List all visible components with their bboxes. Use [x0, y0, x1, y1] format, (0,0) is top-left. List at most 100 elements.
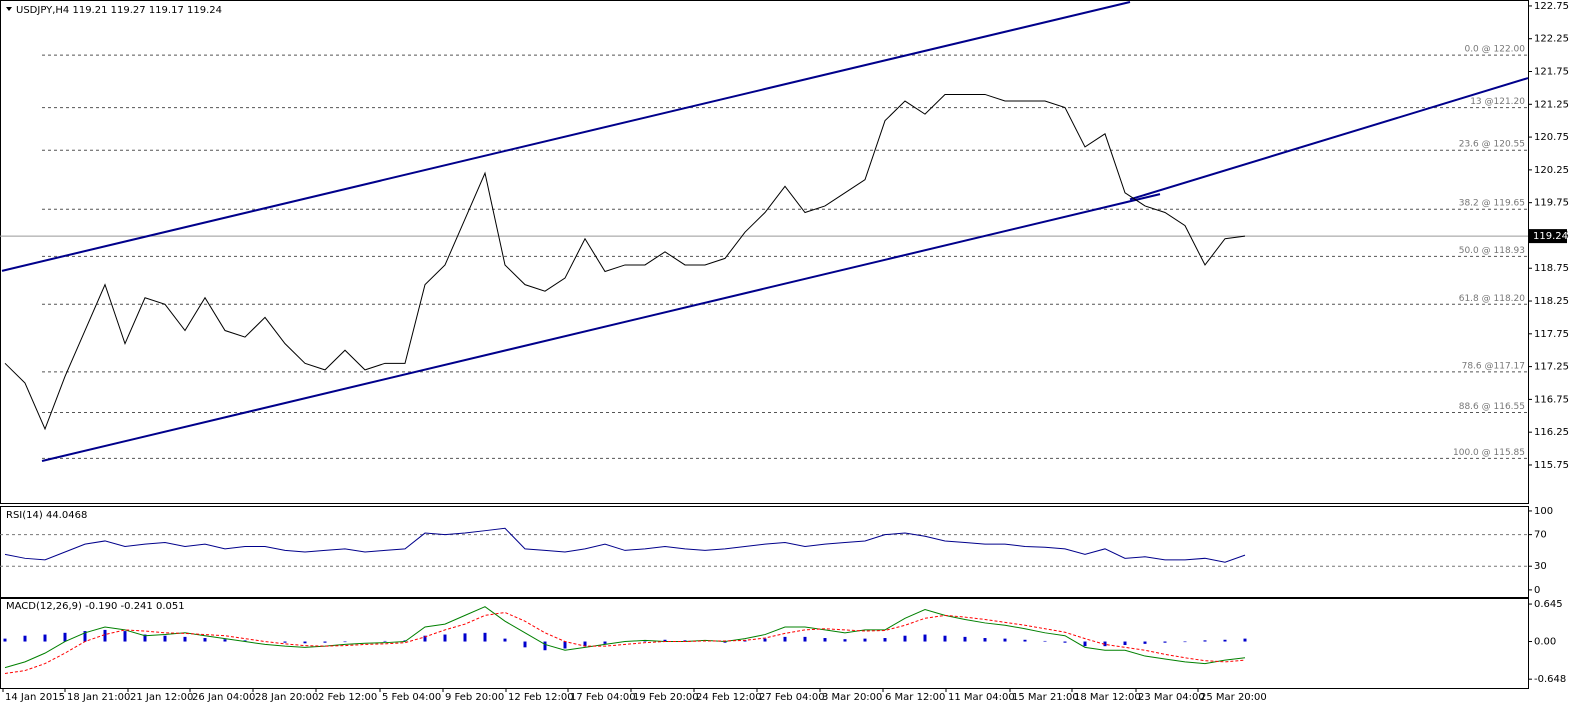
y-tick-label: 70 — [1534, 530, 1547, 541]
macd-histogram-bar — [903, 635, 907, 642]
macd-histogram-bar — [163, 635, 167, 642]
price-line — [4, 93, 1246, 431]
macd-histogram-bar — [523, 641, 527, 648]
macd-histogram-bar — [383, 640, 387, 642]
macd-histogram-bar — [1143, 641, 1147, 644]
fib-label: 61.8 @ 118.20 — [1459, 294, 1526, 304]
symbol-icon — [6, 7, 12, 11]
chart-title: USDJPY,H4 119.21 119.27 119.17 119.24 — [16, 5, 222, 16]
macd-histogram-bar — [563, 641, 567, 649]
y-tick-label: 0.00 — [1534, 637, 1556, 648]
macd-histogram-bar — [1003, 638, 1007, 642]
x-tick-label: 26 Jan 04:00 — [192, 692, 255, 703]
macd-histogram-bar — [3, 638, 7, 642]
macd-histogram-bar — [183, 636, 187, 642]
price-panel — [0, 0, 1529, 504]
macd-histogram-bar — [923, 634, 927, 642]
fib-label: 13 @121.20 — [1470, 97, 1525, 107]
x-tick-label: 18 Jan 21:00 — [67, 692, 130, 703]
macd-histogram-bar — [1203, 640, 1207, 642]
signal-line — [4, 611, 1246, 674]
y-tick-label: 100 — [1534, 506, 1553, 517]
fib-label: 88.6 @ 116.55 — [1459, 402, 1525, 412]
x-tick-label: 3 Mar 20:00 — [822, 692, 882, 703]
macd-histogram-bar — [123, 631, 127, 642]
macd-histogram-bar — [1163, 641, 1167, 643]
x-tick-label: 5 Feb 04:00 — [382, 692, 441, 703]
x-tick-label: 6 Mar 12:00 — [885, 692, 945, 703]
x-tick-label: 19 Feb 20:00 — [633, 692, 699, 703]
macd-histogram-bar — [783, 636, 787, 642]
x-tick-label: 17 Feb 04:00 — [570, 692, 636, 703]
macd-histogram-bar — [1103, 641, 1107, 647]
macd-histogram-bar — [43, 634, 47, 642]
macd-histogram-bar — [763, 638, 767, 642]
x-tick-label: 2 Feb 12:00 — [318, 692, 377, 703]
macd-histogram-bar — [283, 641, 287, 643]
macd-histogram-bar — [863, 638, 867, 642]
y-tick-label: 117.75 — [1534, 329, 1569, 340]
current-price-label: 119.24 — [1533, 231, 1568, 242]
fib-label: 23.6 @ 120.55 — [1459, 140, 1525, 150]
y-tick-label: 121.75 — [1534, 67, 1569, 78]
y-tick-label: 116.25 — [1534, 427, 1569, 438]
x-tick-label: 27 Feb 04:00 — [759, 692, 825, 703]
macd-histogram-bar — [323, 641, 327, 643]
macd-histogram-bar — [463, 633, 467, 642]
macd-histogram-bar — [243, 640, 247, 642]
y-tick-label: 122.25 — [1534, 34, 1569, 45]
x-tick-label: 11 Mar 04:00 — [948, 692, 1015, 703]
x-tick-label: 12 Feb 12:00 — [508, 692, 574, 703]
macd-histogram-bar — [143, 634, 147, 642]
x-tick-label: 23 Mar 04:00 — [1138, 692, 1205, 703]
y-tick-label: 119.75 — [1534, 198, 1569, 209]
trendline — [41, 193, 1161, 463]
macd-histogram-bar — [543, 641, 547, 651]
macd-histogram-bar — [503, 638, 507, 642]
x-tick-label: 18 Mar 12:00 — [1074, 692, 1141, 703]
fib-label: 38.2 @ 119.65 — [1459, 199, 1525, 209]
trendline — [1, 1, 1131, 272]
macd-histogram-bar — [983, 638, 987, 642]
macd-histogram-bar — [63, 632, 67, 642]
rsi-title: RSI(14) 44.0468 — [6, 510, 87, 521]
macd-histogram-bar — [1123, 641, 1127, 646]
y-tick-label: 118.75 — [1534, 263, 1569, 274]
macd-histogram-bar — [743, 640, 747, 642]
macd-histogram-bar — [683, 640, 687, 642]
macd-histogram-bar — [843, 639, 847, 642]
x-tick-label: 25 Mar 20:00 — [1200, 692, 1267, 703]
current-price-box — [1529, 229, 1567, 244]
macd-histogram-bar — [103, 629, 107, 642]
macd-histogram-bar — [23, 635, 27, 642]
y-tick-label: -0.648 — [1534, 674, 1566, 685]
macd-panel — [0, 598, 1529, 689]
y-tick-label: 117.25 — [1534, 362, 1569, 373]
macd-line — [4, 606, 1246, 669]
macd-histogram-bar — [1083, 641, 1087, 647]
rsi-panel — [0, 506, 1529, 598]
macd-histogram-bar — [203, 638, 207, 642]
y-tick-label: 116.75 — [1534, 394, 1569, 405]
macd-histogram-bar — [963, 636, 967, 642]
y-tick-label: 120.25 — [1534, 165, 1569, 176]
y-tick-label: 0.645 — [1534, 599, 1563, 610]
fib-label: 0.0 @ 122.00 — [1464, 45, 1525, 55]
macd-histogram-bar — [1043, 640, 1047, 642]
macd-histogram-bar — [443, 634, 447, 642]
y-tick-label: 118.25 — [1534, 296, 1569, 307]
macd-histogram-bar — [803, 636, 807, 642]
macd-histogram-bar — [603, 641, 607, 644]
macd-histogram-bar — [1223, 639, 1227, 642]
trendline — [1129, 77, 1529, 201]
fib-label: 78.6 @117.17 — [1462, 361, 1525, 371]
fib-label: 100.0 @ 115.85 — [1453, 448, 1525, 458]
y-tick-label: 122.75 — [1534, 1, 1569, 12]
macd-histogram-bar — [423, 635, 427, 642]
price-line — [4, 527, 1246, 563]
macd-histogram-bar — [343, 641, 347, 643]
y-tick-label: 0 — [1534, 585, 1540, 596]
macd-histogram-bar — [943, 635, 947, 642]
macd-histogram-bar — [303, 641, 307, 644]
